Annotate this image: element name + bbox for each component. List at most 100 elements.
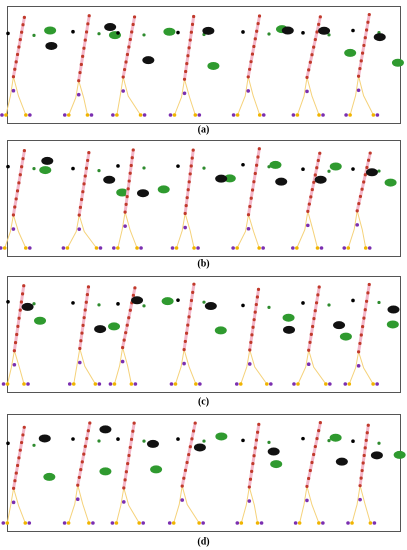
joint (112, 382, 117, 386)
leg (297, 350, 310, 385)
skeleton (342, 151, 397, 250)
joint (173, 382, 178, 386)
joint (91, 521, 95, 525)
leg (351, 485, 361, 524)
joint (252, 44, 256, 49)
joint (19, 440, 24, 445)
joint (198, 382, 202, 386)
joint (248, 67, 252, 71)
joint (18, 448, 22, 452)
joint (371, 113, 376, 117)
joint (77, 213, 81, 217)
joint (356, 88, 361, 93)
joint (192, 14, 196, 19)
joint (251, 461, 255, 466)
joint (187, 180, 191, 184)
joint (182, 361, 186, 366)
hand-blob (157, 185, 170, 194)
leg (7, 350, 15, 385)
joint (250, 52, 255, 56)
joint (360, 51, 365, 55)
joint (86, 429, 90, 433)
joint (126, 462, 130, 466)
joint (256, 21, 260, 26)
joint (77, 79, 81, 83)
joint (116, 246, 120, 250)
joint (321, 113, 325, 117)
joint (184, 203, 188, 208)
leg (184, 79, 196, 116)
joint (185, 62, 189, 66)
leg (240, 349, 251, 385)
joint (24, 246, 28, 250)
leg (4, 214, 14, 249)
joint (120, 359, 125, 364)
hand-blob (283, 325, 296, 334)
joint (129, 163, 133, 168)
joint (142, 166, 146, 170)
joint (184, 331, 189, 335)
hand-blob (202, 26, 215, 35)
joint (77, 227, 82, 231)
joint (250, 188, 255, 192)
joint (83, 174, 87, 178)
joint (123, 67, 127, 72)
joint (81, 54, 85, 58)
joint (116, 164, 120, 168)
joint (127, 453, 131, 458)
joint (202, 439, 206, 443)
joint (358, 66, 362, 71)
joint (372, 521, 377, 525)
panel: (d) (1, 414, 406, 547)
joint (251, 325, 255, 329)
joint (13, 67, 17, 71)
joint (318, 151, 322, 155)
joint (132, 15, 137, 19)
joint (311, 324, 315, 329)
joint (357, 202, 361, 206)
joint (189, 298, 194, 303)
joint (313, 173, 317, 177)
hand-blob (269, 160, 282, 169)
leg (249, 349, 268, 385)
joint (22, 382, 26, 386)
joint (309, 195, 313, 199)
joint (17, 456, 21, 460)
joint (5, 382, 10, 386)
joint (83, 444, 87, 448)
joint (124, 202, 128, 206)
joint (19, 300, 24, 304)
joint (116, 437, 120, 441)
joint (186, 188, 190, 192)
joint (16, 324, 20, 328)
joint (172, 113, 177, 117)
leg (347, 210, 358, 249)
leg (184, 213, 195, 249)
joint (84, 166, 89, 170)
hand-blob (391, 58, 404, 67)
joint (363, 36, 367, 40)
joint (358, 194, 363, 199)
joint (255, 521, 260, 525)
panel-caption: (d) (197, 536, 209, 547)
leg (296, 77, 308, 116)
joint (12, 349, 16, 353)
joint (32, 302, 36, 306)
joint (132, 421, 136, 425)
joint (250, 333, 254, 337)
joint (83, 38, 87, 42)
joint (1, 382, 6, 386)
joint (267, 305, 271, 309)
joint (82, 46, 86, 50)
joint (128, 37, 132, 42)
hand-blob (193, 443, 206, 452)
joint (364, 299, 369, 303)
joint (130, 30, 134, 34)
hand-blob (207, 61, 220, 70)
joint (121, 346, 125, 350)
joint (305, 498, 309, 503)
joint (360, 468, 364, 473)
joint (187, 452, 191, 457)
joint (71, 382, 76, 386)
joint (77, 475, 81, 480)
